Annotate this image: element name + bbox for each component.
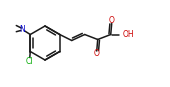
Text: O: O [94, 49, 100, 58]
Text: Cl: Cl [26, 57, 33, 66]
Text: N: N [19, 25, 25, 34]
Text: O: O [109, 16, 115, 25]
Text: OH: OH [123, 30, 134, 39]
